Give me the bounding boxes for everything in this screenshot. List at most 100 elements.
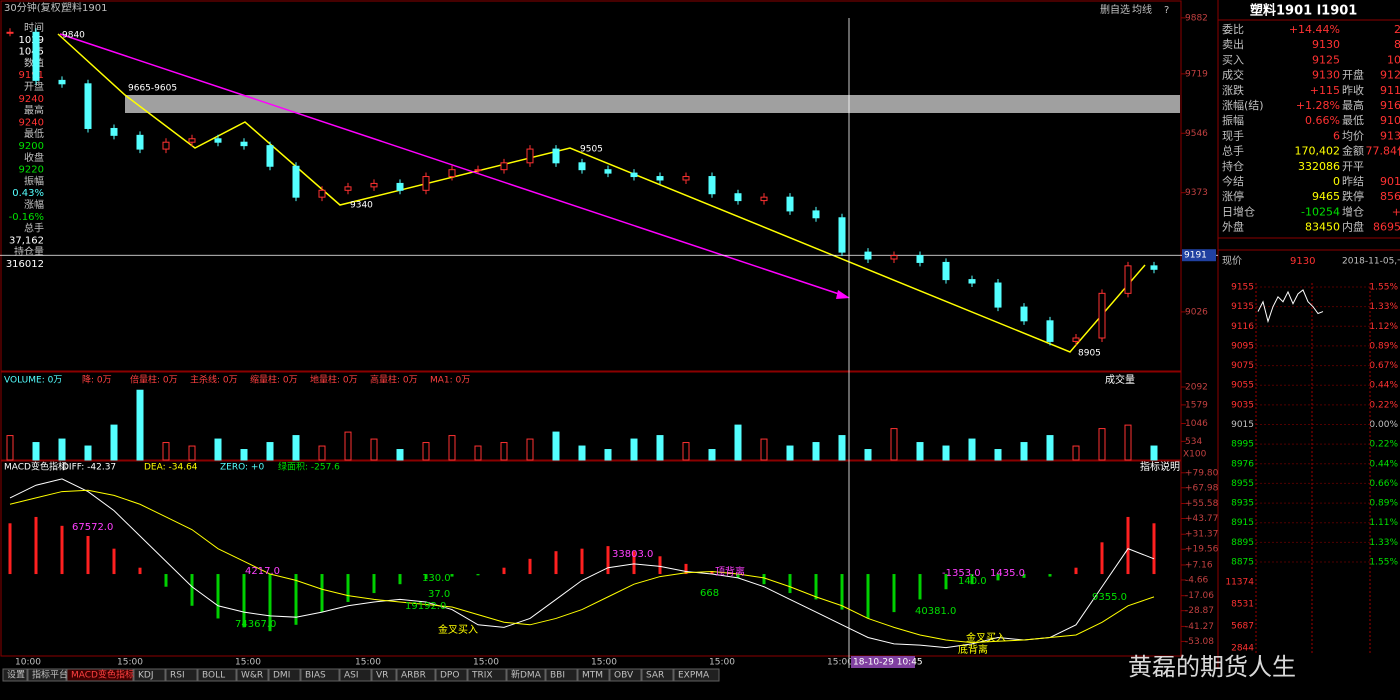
quote-value: 9465: [1312, 190, 1340, 203]
candle: [370, 182, 378, 188]
quote-label: 现手: [1222, 128, 1244, 142]
current-price-box: [1182, 249, 1216, 262]
macd-bar: [190, 574, 194, 606]
quote-label: 开盘: [1342, 68, 1364, 82]
macd-annotation: 140.0: [958, 576, 987, 587]
tab-label[interactable]: BOLL: [202, 671, 225, 681]
tab-label[interactable]: ARBR: [401, 671, 426, 681]
volume-bar: [1072, 445, 1080, 461]
tab[interactable]: [133, 668, 166, 682]
macd-bar: [918, 574, 922, 600]
volume-bar: [1150, 445, 1158, 461]
quote-label: 委比: [1222, 23, 1244, 36]
mini-pct-label: 0.22%: [1369, 440, 1398, 450]
mini-y-label: 9035: [1231, 400, 1254, 410]
tab-label[interactable]: BBI: [550, 671, 565, 681]
tab[interactable]: [197, 668, 237, 682]
tab[interactable]: [396, 668, 436, 682]
volume-bar: [318, 445, 326, 461]
y-tick-label: -28.87: [1185, 606, 1214, 616]
volume-bar: [942, 445, 950, 461]
time-label: 10:00: [15, 658, 41, 668]
info-item: 最高: [24, 104, 44, 117]
volume-bar: [58, 438, 66, 461]
tab[interactable]: [2, 668, 28, 682]
macd-bar: [450, 574, 454, 577]
tab[interactable]: [435, 668, 468, 682]
tab-label[interactable]: EXPMA: [678, 671, 710, 681]
macd-annotation: 顶背离: [715, 565, 745, 578]
tab[interactable]: [577, 668, 610, 682]
tab[interactable]: [467, 668, 507, 682]
tab[interactable]: [27, 668, 67, 682]
info-item: 总手: [24, 222, 44, 235]
tab-label[interactable]: BIAS: [305, 671, 326, 681]
tab[interactable]: [545, 668, 578, 682]
macd-button[interactable]: 指标说明: [1140, 460, 1180, 473]
mini-pct-label: 0.89%: [1369, 341, 1398, 351]
tab-label[interactable]: MTM: [582, 671, 603, 681]
macd-bar: [86, 535, 90, 575]
tab-label[interactable]: W&R: [241, 671, 263, 681]
candle: [292, 165, 300, 198]
header-button[interactable]: 删自选: [1100, 3, 1130, 16]
tab-label[interactable]: MACD变色指标: [71, 669, 134, 681]
tab[interactable]: [506, 668, 546, 682]
candle: [318, 189, 326, 198]
candle: [604, 169, 612, 174]
volume-header: 倍量柱: 0万: [130, 374, 178, 386]
tab[interactable]: [609, 668, 642, 682]
tab[interactable]: [300, 668, 340, 682]
period: 30分钟(复权): [4, 1, 65, 14]
quote-label: 外盘: [1222, 220, 1244, 234]
header-button[interactable]: 均线: [1132, 3, 1152, 16]
tab-label[interactable]: DPO: [440, 671, 459, 681]
tab-label[interactable]: 新DMA: [511, 669, 542, 681]
cursor-time: 18-10-29 10:45: [853, 658, 923, 668]
volume-bar: [656, 435, 664, 461]
time-label: 15:00: [473, 658, 499, 668]
tab-label[interactable]: RSI: [170, 671, 185, 681]
tab-label[interactable]: SAR: [646, 671, 664, 681]
tab-label[interactable]: KDJ: [138, 671, 154, 681]
volume-bar: [110, 424, 118, 461]
cursor-box: [851, 656, 915, 668]
header-button[interactable]: ?: [1164, 5, 1169, 16]
tab[interactable]: [641, 668, 674, 682]
quote-value: +1.28%: [1296, 99, 1340, 112]
macd-header: 绿面积: -257.6: [278, 461, 340, 473]
mini-pct-label: 0.89%: [1369, 499, 1398, 509]
macd-bar: [840, 574, 844, 610]
tab[interactable]: [371, 668, 397, 682]
time-label: 15:00: [235, 658, 261, 668]
mini-vol-label: 11374: [1225, 578, 1254, 588]
tab-label[interactable]: 指标平台: [32, 669, 68, 681]
quote-value: 77.84亿: [1366, 145, 1400, 158]
tab[interactable]: [165, 668, 198, 682]
macd-bar: [606, 546, 610, 575]
tab[interactable]: [268, 668, 301, 682]
tab[interactable]: [339, 668, 372, 682]
tab-label[interactable]: 设置: [7, 670, 25, 681]
tab[interactable]: [236, 668, 269, 682]
macd-bar: [502, 567, 506, 575]
tab-label[interactable]: VR: [376, 671, 388, 681]
quote-value: 0: [1333, 175, 1340, 188]
volume-button[interactable]: 成交量: [1105, 373, 1135, 386]
price-annotation: 9340: [350, 201, 373, 211]
time-label: 15:00: [355, 658, 381, 668]
volume-header: 主杀线: 0万: [190, 374, 238, 386]
quote-value: 0.66%: [1305, 114, 1340, 127]
macd-bar: [138, 567, 142, 575]
macd-bar: [164, 574, 168, 587]
tab-label[interactable]: TRIX: [471, 671, 493, 681]
y-tick-label: 9719: [1185, 69, 1208, 79]
mini-y-label: 9075: [1231, 361, 1254, 371]
tab-label[interactable]: OBV: [614, 671, 634, 681]
macd-bar: [242, 574, 246, 628]
tab[interactable]: [66, 668, 134, 682]
tab-label[interactable]: ASI: [344, 671, 359, 681]
tab-label[interactable]: DMI: [273, 671, 290, 681]
tab[interactable]: [673, 668, 720, 682]
quote-label: 昨收: [1342, 83, 1364, 97]
